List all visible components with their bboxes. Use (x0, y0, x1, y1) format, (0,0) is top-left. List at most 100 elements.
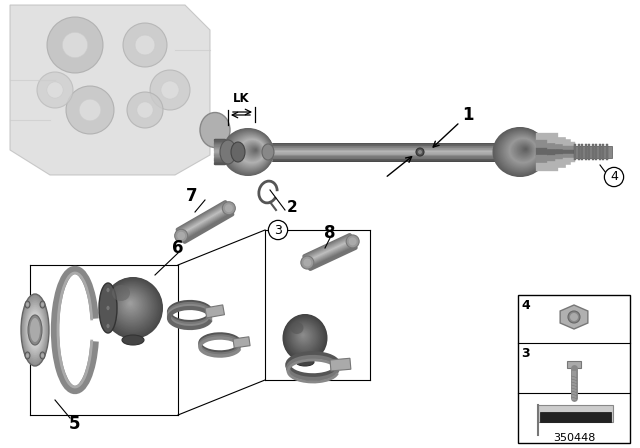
Ellipse shape (512, 140, 535, 161)
Circle shape (63, 32, 88, 58)
Ellipse shape (508, 137, 538, 164)
Bar (602, 144, 604, 160)
Ellipse shape (21, 294, 49, 366)
Ellipse shape (128, 301, 132, 306)
Ellipse shape (253, 148, 258, 153)
Ellipse shape (516, 142, 532, 157)
Ellipse shape (495, 129, 546, 175)
Circle shape (137, 102, 153, 118)
Ellipse shape (296, 328, 311, 344)
Ellipse shape (235, 136, 268, 166)
Text: 8: 8 (324, 224, 336, 242)
Ellipse shape (293, 325, 315, 348)
Ellipse shape (115, 289, 148, 323)
Bar (574, 144, 576, 160)
Ellipse shape (106, 288, 110, 293)
Ellipse shape (104, 279, 161, 337)
Ellipse shape (109, 283, 155, 330)
Ellipse shape (291, 322, 303, 334)
Ellipse shape (495, 129, 545, 175)
Ellipse shape (26, 306, 44, 353)
Ellipse shape (248, 145, 260, 156)
Ellipse shape (116, 289, 147, 322)
Ellipse shape (231, 134, 269, 169)
Bar (588, 144, 590, 160)
Ellipse shape (106, 323, 110, 328)
Ellipse shape (300, 332, 307, 340)
Ellipse shape (519, 145, 531, 155)
Ellipse shape (288, 320, 321, 354)
Ellipse shape (504, 134, 540, 168)
Ellipse shape (253, 148, 257, 152)
Ellipse shape (120, 293, 143, 317)
Ellipse shape (522, 146, 529, 152)
Circle shape (47, 82, 63, 98)
Bar (605, 144, 607, 160)
Ellipse shape (220, 140, 236, 164)
Ellipse shape (224, 129, 273, 175)
Ellipse shape (513, 140, 534, 160)
Ellipse shape (112, 286, 152, 327)
Ellipse shape (34, 327, 36, 334)
Ellipse shape (118, 291, 145, 319)
Ellipse shape (299, 331, 308, 340)
Ellipse shape (105, 279, 161, 336)
Ellipse shape (287, 318, 323, 357)
Ellipse shape (230, 134, 269, 169)
Bar (591, 144, 593, 160)
Ellipse shape (287, 319, 321, 355)
Ellipse shape (525, 148, 527, 150)
Circle shape (127, 92, 163, 128)
Text: 6: 6 (172, 239, 184, 257)
Ellipse shape (107, 280, 158, 334)
Circle shape (568, 311, 580, 323)
Bar (205, 305, 225, 318)
Ellipse shape (283, 314, 327, 362)
Ellipse shape (225, 129, 273, 174)
Text: 350448: 350448 (553, 433, 595, 443)
Ellipse shape (236, 137, 267, 166)
Ellipse shape (41, 353, 44, 358)
Ellipse shape (223, 129, 273, 175)
Ellipse shape (252, 147, 259, 153)
Ellipse shape (40, 301, 45, 308)
Ellipse shape (29, 314, 42, 346)
Ellipse shape (119, 293, 143, 317)
Ellipse shape (523, 147, 528, 151)
Ellipse shape (31, 319, 39, 341)
Ellipse shape (249, 146, 260, 155)
Circle shape (47, 17, 103, 73)
Ellipse shape (200, 112, 230, 147)
Ellipse shape (295, 327, 312, 345)
Ellipse shape (499, 131, 543, 172)
Ellipse shape (227, 131, 271, 172)
Ellipse shape (231, 142, 245, 162)
Ellipse shape (122, 335, 144, 345)
Ellipse shape (496, 129, 545, 174)
Ellipse shape (225, 204, 233, 212)
Bar (577, 144, 579, 160)
Ellipse shape (301, 256, 314, 269)
Ellipse shape (124, 297, 137, 311)
Ellipse shape (29, 315, 40, 345)
Ellipse shape (499, 131, 543, 172)
Text: LK: LK (233, 92, 250, 105)
Bar (540, 137, 554, 167)
Ellipse shape (234, 136, 268, 167)
Ellipse shape (113, 286, 151, 326)
Ellipse shape (23, 299, 47, 361)
Ellipse shape (28, 315, 42, 345)
Ellipse shape (123, 296, 139, 312)
Text: 2: 2 (287, 199, 298, 215)
Ellipse shape (302, 334, 304, 336)
Ellipse shape (509, 138, 536, 163)
Ellipse shape (494, 128, 547, 176)
Polygon shape (10, 5, 210, 175)
Ellipse shape (501, 133, 542, 169)
Ellipse shape (232, 134, 269, 168)
Ellipse shape (525, 148, 527, 150)
Ellipse shape (32, 323, 38, 337)
Bar (518, 295, 630, 443)
Ellipse shape (125, 299, 135, 309)
Ellipse shape (106, 280, 159, 335)
